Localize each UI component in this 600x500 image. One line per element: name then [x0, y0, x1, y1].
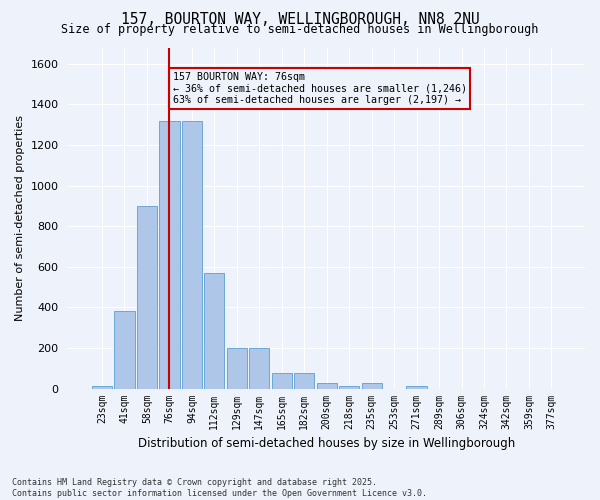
Bar [159, 120, 179, 388]
Bar [339, 386, 359, 388]
Bar [182, 120, 202, 388]
Bar [204, 273, 224, 388]
Text: Contains HM Land Registry data © Crown copyright and database right 2025.
Contai: Contains HM Land Registry data © Crown c… [12, 478, 427, 498]
Bar [115, 312, 134, 388]
Bar [294, 374, 314, 388]
Bar [227, 348, 247, 389]
Bar [272, 374, 292, 388]
X-axis label: Distribution of semi-detached houses by size in Wellingborough: Distribution of semi-detached houses by … [138, 437, 515, 450]
Bar [137, 206, 157, 388]
Bar [92, 386, 112, 388]
Text: 157 BOURTON WAY: 76sqm
← 36% of semi-detached houses are smaller (1,246)
63% of : 157 BOURTON WAY: 76sqm ← 36% of semi-det… [173, 72, 467, 105]
Y-axis label: Number of semi-detached properties: Number of semi-detached properties [15, 115, 25, 321]
Bar [249, 348, 269, 389]
Bar [362, 384, 382, 388]
Bar [317, 384, 337, 388]
Text: Size of property relative to semi-detached houses in Wellingborough: Size of property relative to semi-detach… [61, 22, 539, 36]
Bar [406, 386, 427, 388]
Text: 157, BOURTON WAY, WELLINGBOROUGH, NN8 2NU: 157, BOURTON WAY, WELLINGBOROUGH, NN8 2N… [121, 12, 479, 28]
